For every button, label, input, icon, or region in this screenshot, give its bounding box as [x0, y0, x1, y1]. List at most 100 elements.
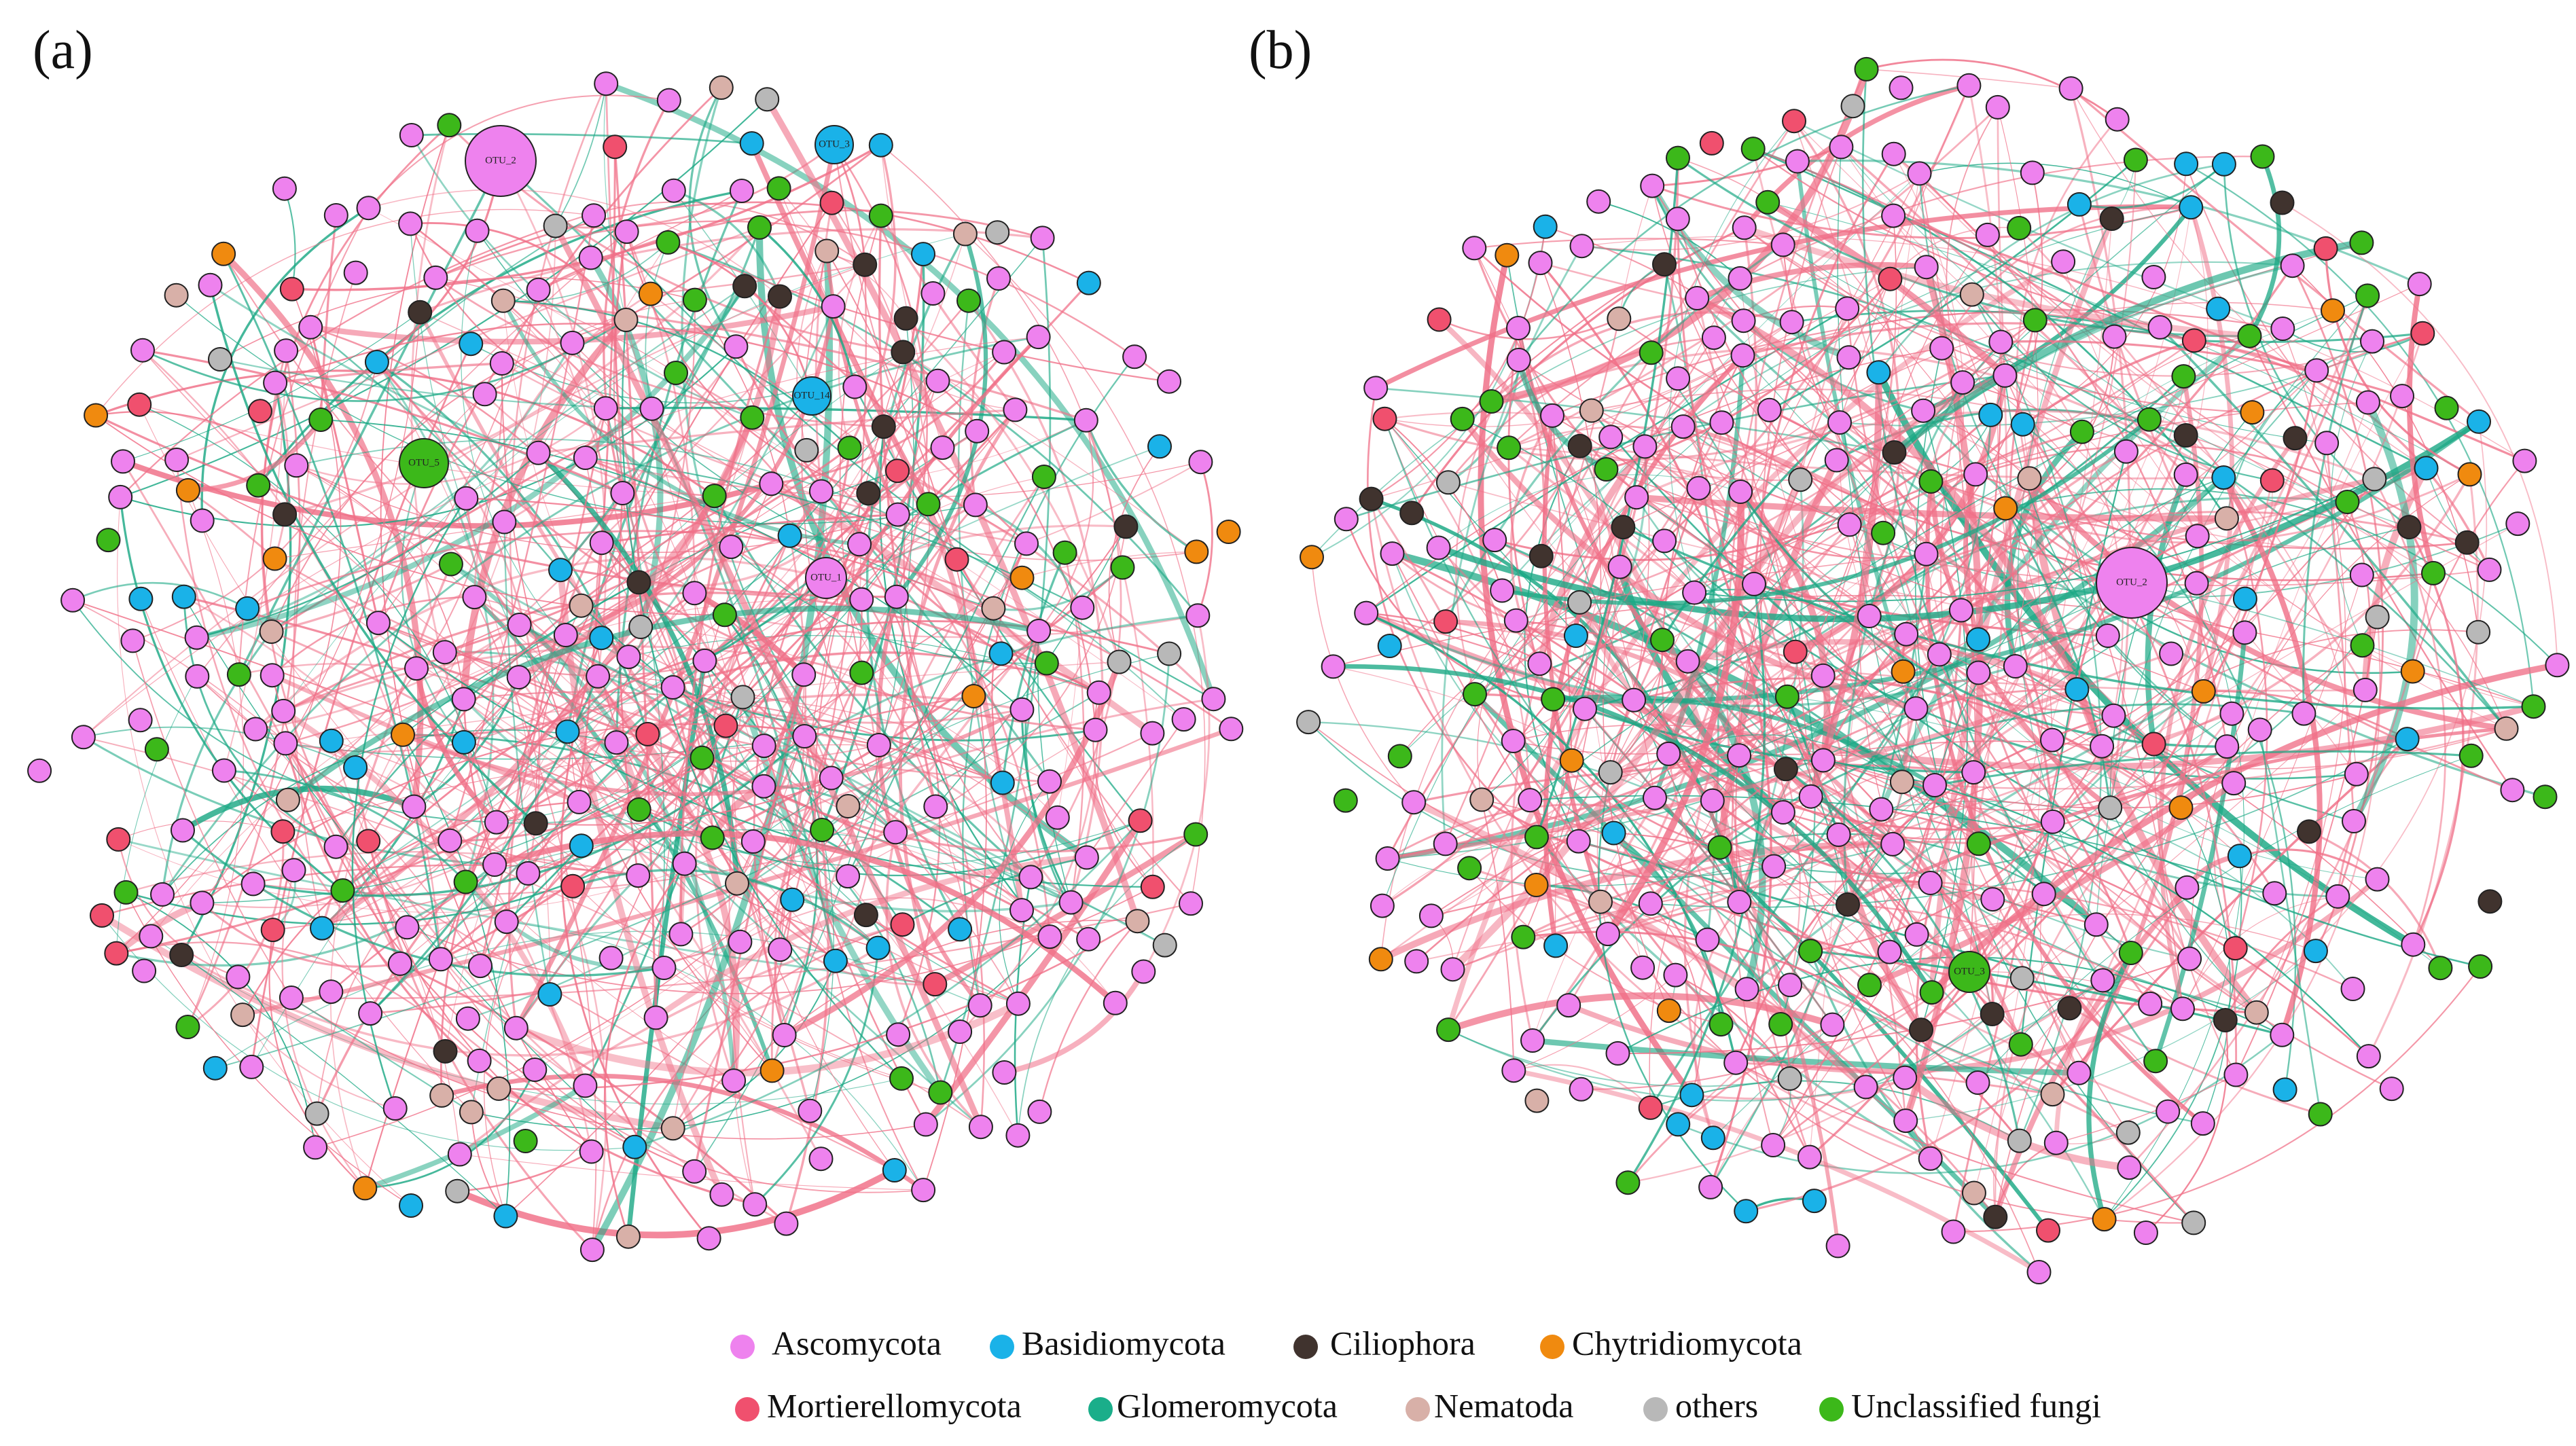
- node: [128, 708, 153, 733]
- node: [856, 481, 881, 506]
- node: [164, 283, 189, 308]
- node: [2477, 889, 2503, 914]
- node: [526, 440, 551, 465]
- node: [493, 1204, 518, 1229]
- node: [2512, 448, 2537, 473]
- node: [507, 613, 532, 637]
- node: [2090, 734, 2115, 759]
- node: [1734, 977, 1759, 1002]
- node: [1404, 949, 1429, 974]
- node: [1695, 927, 1720, 952]
- edge: [1581, 235, 2525, 462]
- edge: [967, 300, 1104, 903]
- edge: [219, 358, 652, 410]
- node: [2270, 1022, 2295, 1047]
- node: [1882, 440, 1907, 465]
- edge: [1143, 615, 1211, 973]
- node: [111, 449, 135, 474]
- node: [1666, 366, 1691, 391]
- node: [1031, 465, 1056, 489]
- node: [60, 588, 86, 613]
- edge: [713, 495, 1032, 878]
- node: [2181, 1210, 2206, 1235]
- edge: [1623, 242, 2362, 528]
- node: [1110, 555, 1135, 580]
- edge: [281, 869, 366, 1189]
- node: [1700, 788, 1725, 813]
- node: [2170, 996, 2195, 1022]
- node: [732, 274, 757, 299]
- edge: [1636, 410, 2375, 499]
- node: [1354, 600, 1379, 626]
- node: [1601, 820, 1626, 846]
- edge: [552, 224, 984, 1128]
- edge: [466, 497, 1039, 632]
- edge: [1481, 799, 1515, 1071]
- node: [986, 266, 1011, 291]
- edge: [411, 132, 752, 145]
- node: [2036, 1218, 2060, 1243]
- node: [713, 713, 738, 738]
- node: [2272, 1077, 2297, 1102]
- edge: [882, 426, 958, 560]
- node: [692, 648, 717, 673]
- edge: [72, 600, 497, 823]
- edge: [1391, 553, 1609, 935]
- node-label: OTU_2: [2116, 577, 2147, 588]
- edge: [1971, 293, 2124, 716]
- node: [184, 625, 209, 650]
- node: [719, 535, 744, 560]
- node: [1699, 130, 1724, 156]
- edge: [567, 614, 726, 732]
- node: [1003, 397, 1028, 422]
- edge: [1448, 1029, 1790, 1087]
- edge: [115, 312, 421, 954]
- node: [1598, 760, 1623, 785]
- node: [682, 1159, 707, 1184]
- node: [885, 502, 910, 527]
- node: [2379, 1077, 2404, 1102]
- node: [1918, 1146, 1943, 1171]
- node: [660, 675, 685, 700]
- node: [890, 912, 915, 937]
- node: [2171, 364, 2196, 389]
- edge: [1412, 799, 1868, 1090]
- edge: [1682, 424, 2079, 691]
- node: [127, 392, 152, 417]
- node: [1978, 402, 2003, 427]
- edge: [132, 640, 292, 998]
- node: [1334, 507, 1359, 532]
- node: [849, 587, 874, 612]
- edge: [1039, 920, 1139, 1113]
- node: [555, 719, 580, 744]
- node: [130, 338, 155, 363]
- node: [2400, 659, 2425, 684]
- node: [682, 287, 707, 312]
- edge: [410, 223, 607, 410]
- node: [279, 276, 304, 302]
- node: [2365, 604, 2390, 630]
- node: [1829, 134, 1854, 160]
- edge: [1552, 694, 1936, 787]
- node: [593, 396, 618, 421]
- node: [164, 448, 190, 472]
- edge: [1849, 340, 2195, 526]
- node: [2095, 623, 2120, 648]
- node: [506, 665, 531, 690]
- edge: [2077, 376, 2204, 1074]
- node: [2457, 462, 2482, 487]
- edge: [1552, 446, 1647, 700]
- node: [923, 972, 948, 997]
- node: [2325, 884, 2350, 909]
- node: [920, 281, 946, 306]
- edge: [1399, 602, 1580, 757]
- node: [2365, 867, 2390, 892]
- node: [2342, 809, 2366, 833]
- node: [2138, 991, 2163, 1016]
- edge: [1753, 583, 2132, 954]
- node: [1107, 649, 1132, 674]
- node: [2206, 296, 2231, 321]
- node: [1770, 800, 1795, 825]
- edge: [683, 698, 1214, 865]
- node: [638, 281, 663, 306]
